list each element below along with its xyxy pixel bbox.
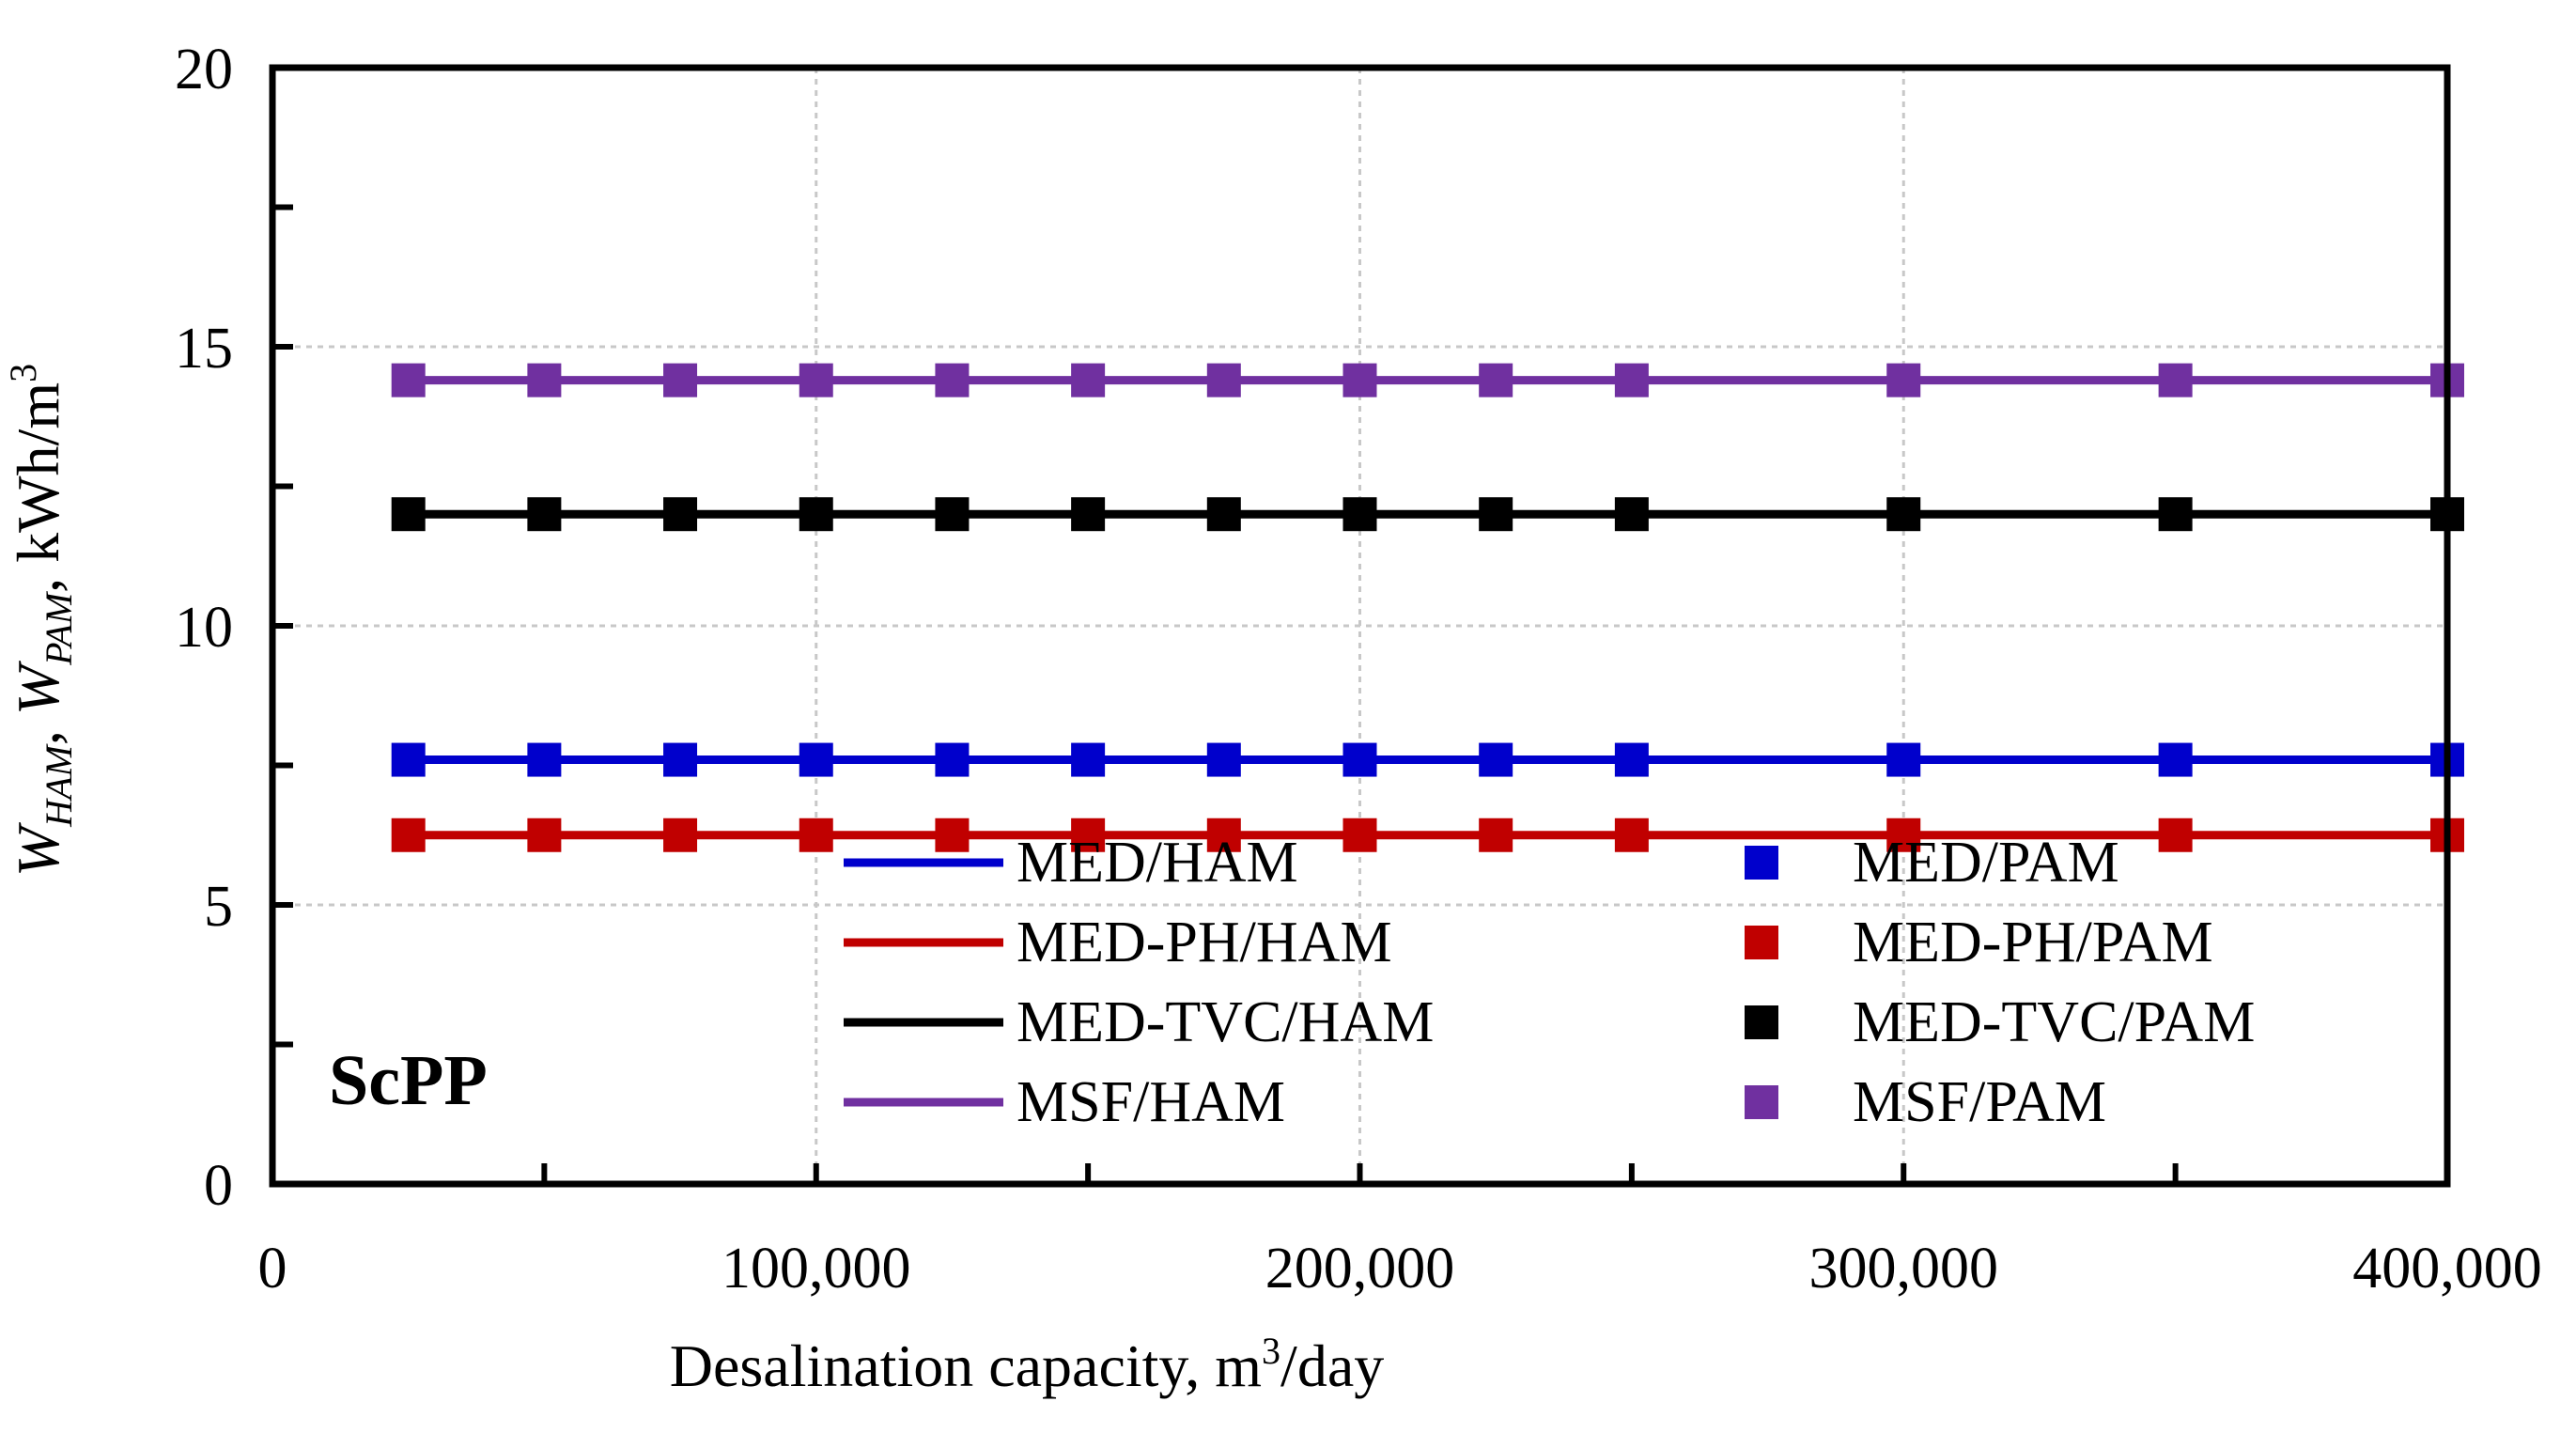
data-point [935, 497, 970, 532]
legend-swatch-marker [1745, 1005, 1778, 1039]
data-point [1206, 818, 1241, 852]
legend-label: MED-PH/HAM [1016, 911, 1392, 974]
data-point [799, 497, 833, 532]
y-axis-label: WHAM, WPAM, kWh/m3 [2, 364, 80, 877]
data-point [663, 742, 698, 777]
grid-lines [272, 68, 2447, 1184]
data-point [1206, 497, 1241, 532]
data-point [799, 818, 833, 852]
data-point [1342, 363, 1377, 397]
x-tick-label: 400,000 [2352, 1237, 2542, 1301]
data-point [1614, 818, 1649, 852]
data-point [1206, 363, 1241, 397]
data-point [1886, 742, 1921, 777]
data-point [1886, 497, 1921, 532]
series-markers [391, 363, 2464, 852]
data-point [1614, 497, 1649, 532]
data-point [527, 818, 562, 852]
data-point [1071, 363, 1106, 397]
data-point [1886, 818, 1921, 852]
y-tick-label: 0 [204, 1154, 233, 1218]
legend-swatch-marker [1745, 926, 1778, 959]
data-point [663, 363, 698, 397]
data-point [527, 742, 562, 777]
data-point [1886, 363, 1921, 397]
data-point [663, 818, 698, 852]
data-point [2158, 742, 2193, 777]
tick-labels: 0 100,000 200,000 300,000 400,000 0 5 10 15 20 [175, 38, 2542, 1301]
data-point [799, 363, 833, 397]
data-point [391, 497, 426, 532]
data-point [391, 818, 426, 852]
data-point [1071, 497, 1106, 532]
legend-label: MED-TVC/PAM [1853, 990, 2255, 1054]
y-tick-label: 5 [204, 875, 233, 939]
data-point [391, 742, 426, 777]
data-point [663, 497, 698, 532]
data-point [527, 497, 562, 532]
data-point [1342, 742, 1377, 777]
data-point [1479, 742, 1513, 777]
legend: MED/HAM MED-PH/HAM MED-TVC/HAM MSF/HAM MED/P… [844, 831, 2255, 1134]
data-point [935, 363, 970, 397]
data-point [1206, 742, 1241, 777]
legend-swatch-marker [1745, 846, 1778, 880]
data-point [1342, 497, 1377, 532]
data-point [1071, 818, 1106, 852]
chart-annotation: ScPP [329, 1041, 488, 1120]
x-tick-label: 200,000 [1265, 1237, 1455, 1301]
x-axis-label: Desalination capacity, m3/day [670, 1330, 1384, 1399]
data-point [2158, 497, 2193, 532]
data-point [1614, 363, 1649, 397]
data-point [799, 742, 833, 777]
data-point [1342, 818, 1377, 852]
data-point [391, 363, 426, 397]
legend-label: MSF/HAM [1016, 1070, 1285, 1134]
legend-label: MED/HAM [1016, 831, 1298, 895]
data-point [2158, 363, 2193, 397]
data-point [1614, 742, 1649, 777]
legend-label: MED/PAM [1853, 831, 2119, 895]
data-point [935, 818, 970, 852]
x-tick-label: 0 [258, 1237, 287, 1301]
data-point [2158, 818, 2193, 852]
y-tick-label: 10 [175, 596, 233, 660]
data-point [1479, 363, 1513, 397]
legend-label: MED-TVC/HAM [1016, 990, 1434, 1054]
y-tick-label: 15 [175, 317, 233, 381]
x-tick-label: 300,000 [1809, 1237, 1999, 1301]
x-tick-label: 100,000 [722, 1237, 911, 1301]
axis-ticks [270, 65, 2450, 1187]
data-point [935, 742, 970, 777]
legend-label: MSF/PAM [1853, 1070, 2106, 1134]
data-point [527, 363, 562, 397]
data-point [1479, 497, 1513, 532]
data-point [1071, 742, 1106, 777]
legend-label: MED-PH/PAM [1853, 911, 2213, 974]
legend-swatch-marker [1745, 1085, 1778, 1119]
data-point [1479, 818, 1513, 852]
y-tick-label: 20 [175, 38, 233, 101]
